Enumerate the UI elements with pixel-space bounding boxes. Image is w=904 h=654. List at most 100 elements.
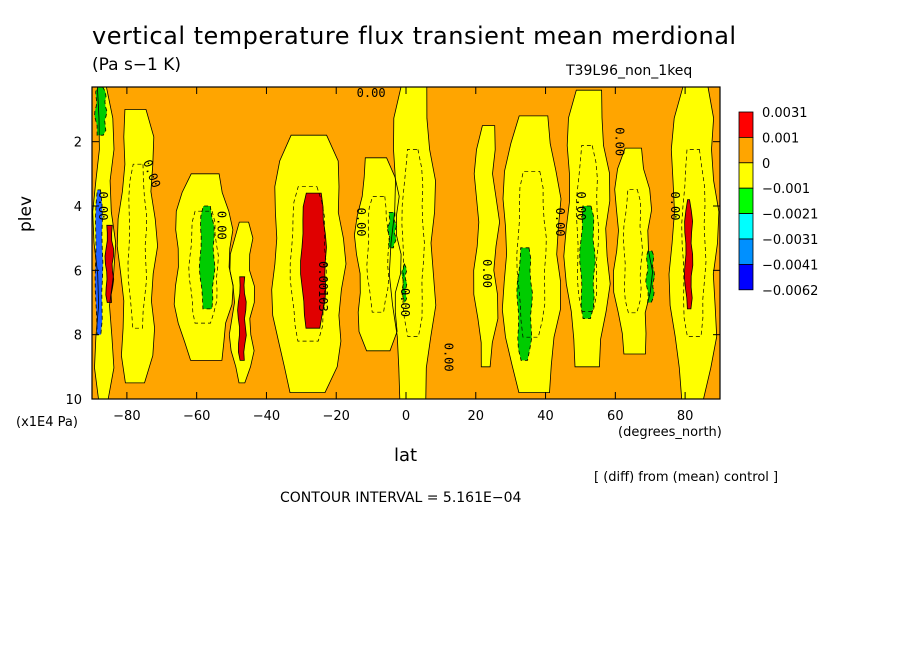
yellow-region-contour	[353, 157, 402, 352]
legend-swatch	[738, 136, 754, 164]
yellow-region	[613, 148, 653, 354]
yellow-region-contour	[563, 89, 611, 368]
run-label: T39L96_non_1keq	[566, 63, 693, 79]
legend-label: 0.0031	[762, 106, 808, 121]
red-region	[105, 225, 114, 303]
legend-label: −0.0041	[762, 258, 818, 273]
filled-contours	[92, 87, 720, 399]
red-region	[300, 193, 327, 329]
green-region-contour	[94, 86, 108, 136]
y-tick-label: 4	[74, 200, 82, 215]
legend-label: 0.001	[762, 131, 799, 146]
contour-label: 0.00	[553, 208, 567, 237]
green-region-contour	[645, 250, 656, 303]
x-tick-label: 20	[468, 409, 485, 424]
inner-dashed-contour	[681, 149, 707, 337]
red-region-contour	[104, 224, 115, 303]
x-tick-label: 0	[402, 409, 410, 424]
green-region	[645, 251, 655, 303]
x-tick-label: −20	[323, 409, 350, 424]
contour-label: 0.00103	[316, 261, 330, 312]
legend-label: −0.001	[762, 182, 810, 197]
contour-labels: 0.00 0.00 0.00 0.00 0.00103 0.00 0.00 0.00 0.00 0…	[96, 86, 682, 372]
legend-label: −0.0062	[762, 284, 818, 299]
legend-label: −0.0031	[762, 233, 818, 248]
y-axis-unit: (x1E4 Pa)	[16, 415, 78, 430]
x-axis-ticks: −80 −60 −40 −20 0 20 40 60 80	[113, 87, 693, 424]
x-tick-label: 40	[537, 409, 554, 424]
red-region-contour	[300, 192, 327, 329]
contour-label: 0.00	[354, 208, 368, 237]
yellow-region-contour	[116, 109, 159, 384]
contour-lines	[92, 86, 720, 400]
green-region	[516, 247, 533, 361]
y-tick-label: 2	[74, 136, 82, 151]
legend-label: 0	[762, 157, 770, 172]
contour-label: 0.00	[215, 211, 229, 240]
x-tick-label: 60	[607, 409, 624, 424]
contour-label: 0.00	[668, 192, 682, 221]
red-region-contour	[683, 199, 694, 310]
yellow-region	[473, 125, 500, 367]
inner-dashed-contour	[188, 210, 219, 324]
yellow-region-contour	[271, 134, 347, 393]
inner-dashed-contour	[289, 186, 327, 342]
yellow-region	[502, 115, 561, 393]
green-region	[199, 206, 215, 309]
green-region-contour	[516, 247, 533, 361]
green-region-contour	[579, 205, 596, 319]
legend-swatch	[738, 238, 754, 265]
legend-swatch	[738, 111, 754, 138]
chart-units: (Pa s−1 K)	[92, 55, 182, 75]
legend-swatch	[738, 162, 754, 189]
color-legend: 0.0031 0.001 0 −0.001 −0.0021 −0.0031 −0.0041 −…	[738, 106, 818, 299]
contour-label: 0.00	[441, 343, 455, 372]
yellow-region-contour	[228, 221, 255, 384]
x-tick-label: −40	[253, 409, 280, 424]
y-tick-label: 6	[74, 264, 82, 279]
yellow-region-contour	[173, 173, 234, 361]
yellow-region	[389, 87, 436, 399]
x-tick-label: −60	[183, 409, 210, 424]
legend-swatch	[738, 213, 754, 240]
inner-dashed-contour	[516, 170, 547, 338]
diff-note: [ (diff) from (mean) control ]	[594, 470, 779, 485]
yellow-region	[117, 109, 158, 383]
inner-dashed-contour	[366, 196, 390, 313]
x-axis-unit: (degrees_north)	[618, 425, 722, 440]
inner-dashed-contour	[622, 188, 643, 314]
green-region-contour	[198, 205, 216, 310]
yellow-region-contour	[473, 125, 501, 368]
y-tick-label: 8	[74, 329, 82, 344]
green-region-contour	[401, 263, 408, 303]
yellow-region-contour	[501, 115, 562, 393]
contour-label: 0.00	[96, 192, 110, 221]
red-region	[237, 276, 247, 361]
red-region	[684, 199, 693, 309]
chart-title: vertical temperature flux transient mean…	[92, 22, 737, 50]
contour-label: 0.00	[398, 288, 412, 317]
contour-interval: CONTOUR INTERVAL = 5.161E−04	[280, 490, 522, 506]
green-region	[579, 206, 596, 319]
x-axis-label: lat	[394, 445, 418, 466]
x-tick-label: −80	[113, 409, 140, 424]
y-tick-label: 10	[65, 393, 82, 408]
legend-label: −0.0021	[762, 208, 818, 223]
contour-label: 0.00	[612, 127, 626, 156]
blue-region	[95, 189, 103, 335]
inner-dashed-contour	[401, 149, 425, 337]
inner-dashed-contour	[575, 145, 600, 312]
red-region-contour	[237, 276, 247, 361]
y-axis-ticks: 2 4 6 8 10	[65, 136, 720, 408]
legend-swatch	[738, 187, 754, 214]
yellow-region-contour	[612, 147, 654, 355]
x-tick-label: 80	[677, 409, 694, 424]
contour-label: 0.00	[480, 259, 494, 288]
legend-swatch	[738, 263, 754, 291]
inner-dashed-contour	[127, 163, 147, 329]
contour-label: 0.00	[357, 86, 386, 100]
contour-label: 0.00	[574, 192, 588, 221]
yellow-region	[354, 157, 402, 351]
yellow-region	[669, 87, 719, 399]
